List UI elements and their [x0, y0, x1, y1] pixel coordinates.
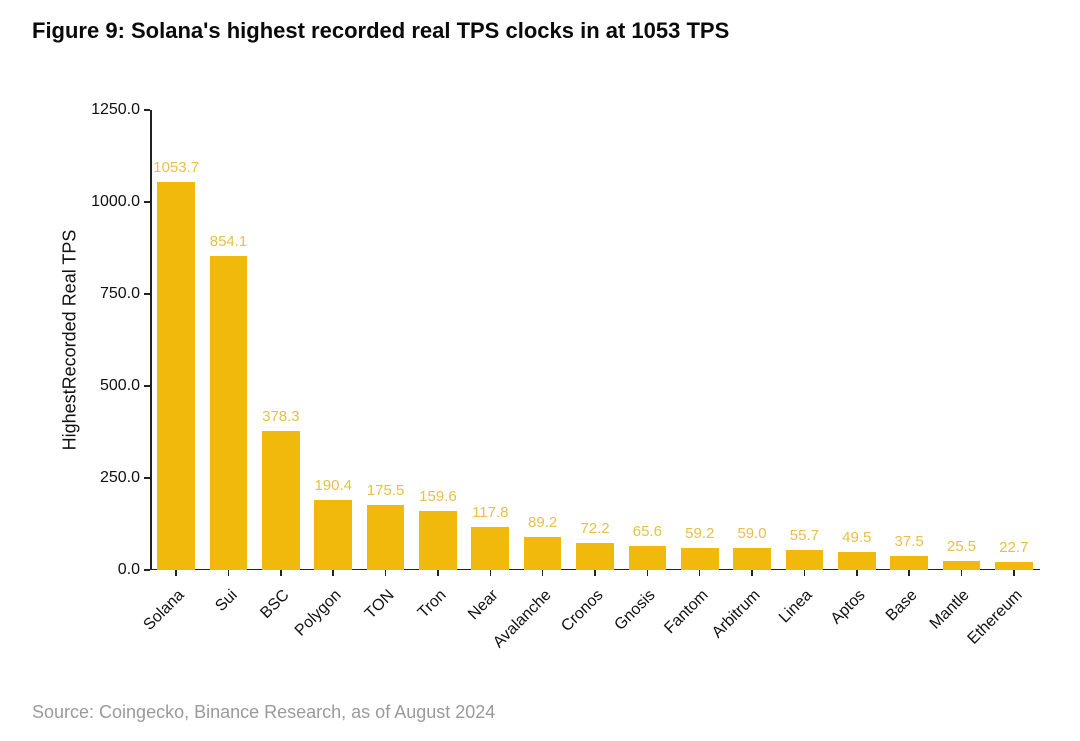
xtick-mark: [751, 570, 753, 576]
bar-value-label: 89.2: [528, 514, 557, 531]
bar-value-label: 159.6: [419, 488, 457, 505]
bar: [471, 527, 509, 570]
xtick-mark: [542, 570, 544, 576]
chart-area: HighestRecorded Real TPS 1053.7 854.1 378.…: [0, 80, 1080, 680]
bar: [943, 561, 981, 570]
xtick-mark: [908, 570, 910, 576]
bar: [890, 556, 928, 570]
xtick-mark: [804, 570, 806, 576]
bar: [786, 550, 824, 570]
bar: [524, 537, 562, 570]
bar-value-label: 175.5: [367, 482, 405, 499]
bar: [995, 562, 1033, 570]
figure-source: Source: Coingecko, Binance Research, as …: [32, 702, 495, 723]
xtick-mark: [856, 570, 858, 576]
ytick-mark: [144, 109, 150, 111]
xtick-mark: [437, 570, 439, 576]
bar: [576, 543, 614, 570]
bar: [681, 548, 719, 570]
bar-value-label: 117.8: [472, 504, 508, 521]
xtick-mark: [699, 570, 701, 576]
ytick-label: 750.0: [100, 285, 140, 303]
ytick-label: 250.0: [100, 469, 140, 487]
xtick-labels: SolanaSuiBSCPolygonTONTronNearAvalancheC…: [150, 570, 1040, 680]
bar: [367, 505, 405, 570]
bar-value-label: 25.5: [947, 538, 976, 555]
bar-value-label: 65.6: [633, 523, 662, 540]
xtick-mark: [594, 570, 596, 576]
ytick-mark: [144, 477, 150, 479]
bar-value-label: 854.1: [210, 233, 248, 250]
bar: [314, 500, 352, 570]
xtick-mark: [647, 570, 649, 576]
figure-container: Figure 9: Solana's highest recorded real…: [0, 0, 1080, 741]
xtick-mark: [961, 570, 963, 576]
bar-value-label: 378.3: [262, 408, 300, 425]
ytick-label: 1000.0: [91, 193, 140, 211]
bar-value-label: 22.7: [999, 539, 1028, 556]
ytick-mark: [144, 201, 150, 203]
ytick-label: 0.0: [118, 561, 140, 579]
bars-layer: 1053.7 854.1 378.3 190.4 175.5 159.6 117.8 89.2…: [150, 110, 1040, 570]
bar-value-label: 1053.7: [153, 159, 199, 176]
bar-value-label: 59.0: [737, 525, 766, 542]
xtick-mark: [228, 570, 230, 576]
xtick-mark: [175, 570, 177, 576]
xtick-mark: [332, 570, 334, 576]
ytick-mark: [144, 385, 150, 387]
xtick-mark: [280, 570, 282, 576]
xtick-mark: [385, 570, 387, 576]
xtick-mark: [490, 570, 492, 576]
ytick-label: 500.0: [100, 377, 140, 395]
bar-value-label: 59.2: [685, 525, 714, 542]
bar: [157, 182, 195, 570]
bar: [838, 552, 876, 570]
bar-value-label: 190.4: [314, 477, 352, 494]
y-axis-label: HighestRecorded Real TPS: [60, 230, 81, 451]
bar: [262, 431, 300, 570]
bar-value-label: 55.7: [790, 527, 819, 544]
xtick-mark: [1013, 570, 1015, 576]
bar: [733, 548, 771, 570]
bar-value-label: 72.2: [580, 520, 609, 537]
ytick-mark: [144, 293, 150, 295]
bar: [419, 511, 457, 570]
bar-value-label: 37.5: [895, 533, 924, 550]
figure-title: Figure 9: Solana's highest recorded real…: [32, 18, 729, 44]
bar: [210, 256, 248, 570]
plot-region: 1053.7 854.1 378.3 190.4 175.5 159.6 117.8 89.2…: [150, 110, 1040, 570]
ytick-label: 1250.0: [91, 101, 140, 119]
bar: [629, 546, 667, 570]
bar-value-label: 49.5: [842, 529, 871, 546]
